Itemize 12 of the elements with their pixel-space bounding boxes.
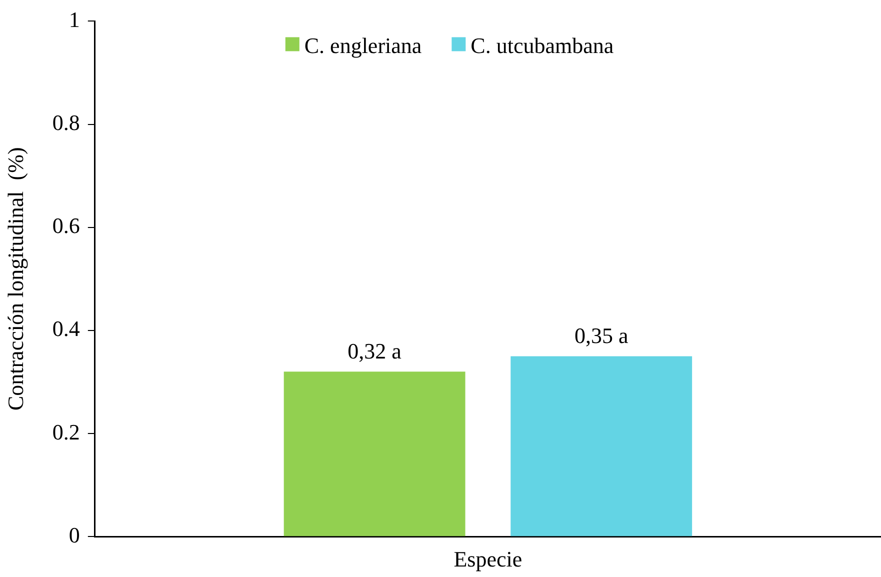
y-tick-label: 0.2 xyxy=(52,419,80,444)
data-label: 0,32 a xyxy=(348,338,402,364)
y-tick-label: 1 xyxy=(68,6,80,32)
x-tick-label: Especie xyxy=(454,546,522,572)
legend-label: C. engleriana xyxy=(304,33,422,58)
y-axis-title: Contracción longitudinal (%) xyxy=(2,147,28,411)
y-tick-label: 0 xyxy=(68,522,80,548)
legend-label: C. utcubambana xyxy=(470,33,614,58)
y-tick-label: 0.8 xyxy=(52,110,80,136)
y-tick-label: 0.6 xyxy=(52,213,80,238)
y-tick-label: 0.4 xyxy=(52,316,80,342)
data-label: 0,35 a xyxy=(574,322,628,348)
